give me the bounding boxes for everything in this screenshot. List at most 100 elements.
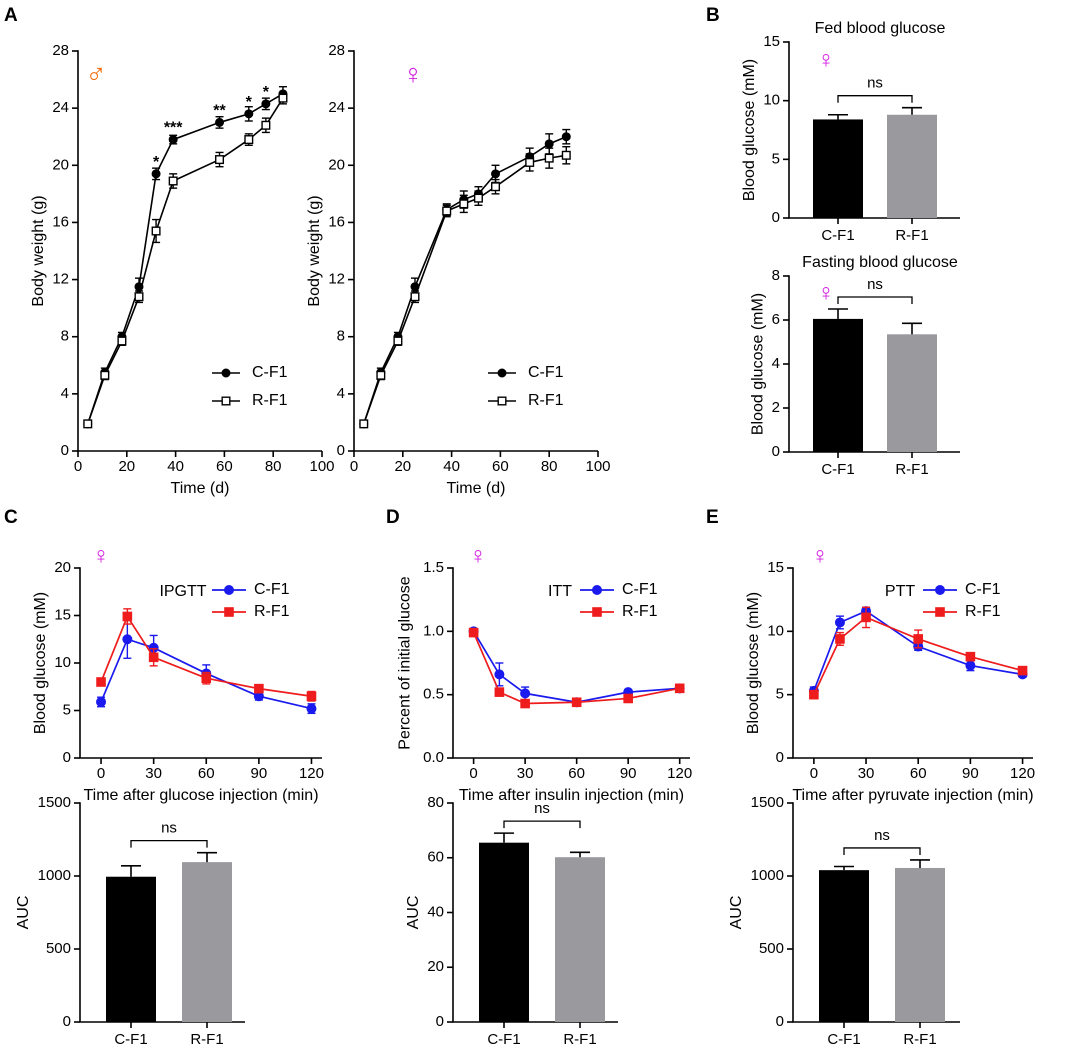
y-tick-label: 28 [52,42,69,59]
series-R-F1 [359,146,571,429]
significance-label: ns [161,820,177,837]
significance-marker: * [246,94,253,111]
data-point [935,607,945,617]
data-point [497,368,507,378]
significance-label: ns [874,827,890,844]
legend-label: C-F1 [622,581,658,598]
x-tick-label: 40 [443,458,460,475]
data-point [254,683,264,694]
data-point [520,688,531,699]
legend-label: C-F1 [252,364,288,381]
series-line [100,614,312,698]
series-C-F1 [359,128,571,429]
y-tick-label: 6 [772,311,780,328]
legend-label: R-F1 [965,603,1001,620]
chart-title: Fed blood glucose [815,20,946,37]
category-label: C-F1 [487,1031,520,1048]
chart-title: PTT [885,583,915,600]
series-R-F1 [468,627,685,709]
significance-marker: ** [213,103,226,120]
y-tick-label: 20 [427,958,444,975]
legend-label: R-F1 [528,392,564,409]
data-point [571,697,582,708]
y-tick-label: 8 [772,267,780,284]
data-point [935,585,945,595]
series-R-F1 [83,91,288,429]
y-tick-label: 16 [52,213,69,230]
y-tick-label: 1.5 [423,559,444,576]
sex-symbol: ♂ [86,58,107,89]
data-point [278,93,288,103]
series-C-F1 [96,619,317,715]
y-tick-label: 10 [763,92,780,109]
data-point [544,139,554,149]
data-point [221,368,231,378]
y-tick-label: 12 [52,271,69,288]
significance-marker: *** [164,120,183,137]
x-tick-label: 30 [858,765,875,782]
bar-C-F1 [479,842,529,1022]
y-tick-label: 15 [54,606,71,623]
data-point [965,651,976,662]
y-tick-label: 20 [54,559,71,576]
y-tick-label: 0 [63,1013,71,1030]
y-axis-label: Blood glucose (mM) [745,592,762,734]
bar-C-F1 [106,876,156,1022]
y-tick-label: 60 [427,849,444,866]
data-point [525,157,535,167]
bar-R-F1 [887,334,937,452]
data-point [359,419,369,429]
significance-bracket [503,820,581,829]
legend-label: R-F1 [254,603,290,620]
y-tick-label: 8 [61,328,69,345]
data-point [224,607,234,617]
data-point [861,612,871,623]
chart-weight_female: ♀ 0 4 8 12 16 20 24 28 Body weight (g) 0 20 40 60 80 10… [306,42,610,497]
legend-label: R-F1 [622,603,658,620]
data-point [835,634,845,644]
x-tick-label: 0 [74,458,82,475]
significance-bracket [130,839,208,848]
x-axis-label: Time after pyruvate injection (min) [792,787,1033,804]
x-tick-label: 80 [265,458,282,475]
data-point [261,99,271,109]
series-R-F1 [809,606,1028,700]
series-line [472,630,680,704]
data-point [809,689,819,700]
data-point [221,396,231,406]
x-tick-label: 30 [517,765,534,782]
data-point [834,617,845,628]
y-tick-label: 0.5 [423,686,444,703]
data-point [215,155,225,165]
data-point [168,135,178,145]
data-point [151,169,161,179]
y-tick-label: 0 [772,209,780,226]
chart-ipgtt_auc: 0 500 1000 1500 AUC C-F1 R-F1 ns [15,794,245,1048]
category-label: R-F1 [563,1031,596,1048]
x-tick-label: 60 [910,765,927,782]
significance-label: ns [867,75,883,92]
data-point [494,669,505,680]
data-point [1017,665,1028,676]
y-axis-label: Body weight (g) [30,195,47,306]
data-point [674,683,685,694]
x-tick-label: 60 [216,458,233,475]
data-point [520,698,530,709]
y-tick-label: 1.0 [423,622,444,639]
series-line [100,638,312,710]
x-tick-label: 60 [492,458,509,475]
category-label: C-F1 [821,227,854,244]
data-point [623,693,633,704]
data-point [261,120,271,130]
y-tick-label: 4 [337,385,345,402]
x-tick-label: 90 [620,765,637,782]
data-point [494,687,505,697]
y-tick-label: 0 [772,443,780,460]
data-point [201,673,212,683]
data-point [544,153,554,163]
legend-label: C-F1 [528,364,564,381]
x-tick-label: 120 [667,765,692,782]
significance-bracket [843,847,921,855]
y-axis-label: AUC [405,896,422,930]
